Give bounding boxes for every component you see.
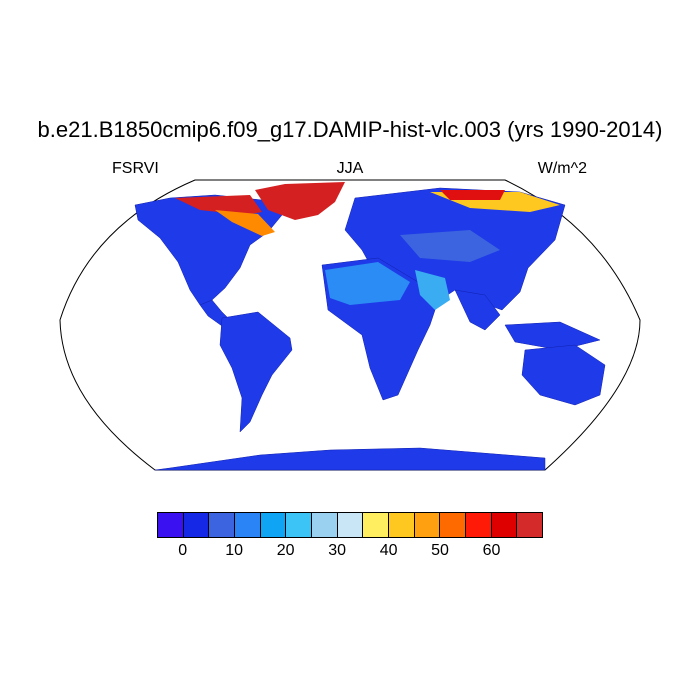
colorbar-box (440, 513, 467, 537)
colorbar-box (466, 513, 492, 537)
arctic-hot-band-2 (215, 210, 275, 236)
colorbar-box (414, 513, 441, 537)
south-america (219, 311, 293, 433)
colorbar-tick-label: 20 (276, 542, 295, 559)
variable-label: FSRVI (112, 160, 159, 177)
arabian-peninsula (415, 270, 450, 310)
season-label: JJA (336, 160, 364, 177)
south-asia (454, 289, 501, 331)
antarctica (154, 447, 546, 471)
maritime-continent (504, 321, 601, 351)
units-label: W/m^2 (537, 160, 587, 177)
colorbar-box (286, 513, 313, 537)
colorbar-tick-label: 50 (431, 542, 449, 559)
colorbar-tick-label: 40 (379, 542, 398, 559)
colorbar-tick-label: 10 (225, 542, 244, 559)
australia (521, 344, 606, 406)
colorbar-box (158, 513, 184, 537)
central-asia (400, 230, 500, 262)
arctic-hot-band (175, 195, 262, 215)
colorbar-tick-label: 60 (482, 542, 501, 559)
plot-title: b.e21.B1850cmip6.f09_g17.DAMIP-hist-vlc.… (37, 117, 663, 142)
colorbar-box (183, 513, 210, 537)
colorbar-box (491, 513, 518, 537)
colorbar-box (337, 513, 364, 537)
colorbar-box (312, 513, 338, 537)
colorbar-box (389, 513, 415, 537)
colorbar-box (363, 513, 390, 537)
colorbar-box (260, 513, 287, 537)
colorbar-box (235, 513, 261, 537)
colorbar (157, 512, 543, 538)
colorbar-tick-label: 0 (178, 542, 188, 559)
sahara-desert (325, 262, 410, 305)
colorbar-tick-label: 30 (328, 542, 347, 559)
greenland (255, 182, 345, 220)
colorbar-box (209, 513, 236, 537)
siberia-red-band (440, 190, 505, 200)
colorbar-box (517, 513, 543, 537)
